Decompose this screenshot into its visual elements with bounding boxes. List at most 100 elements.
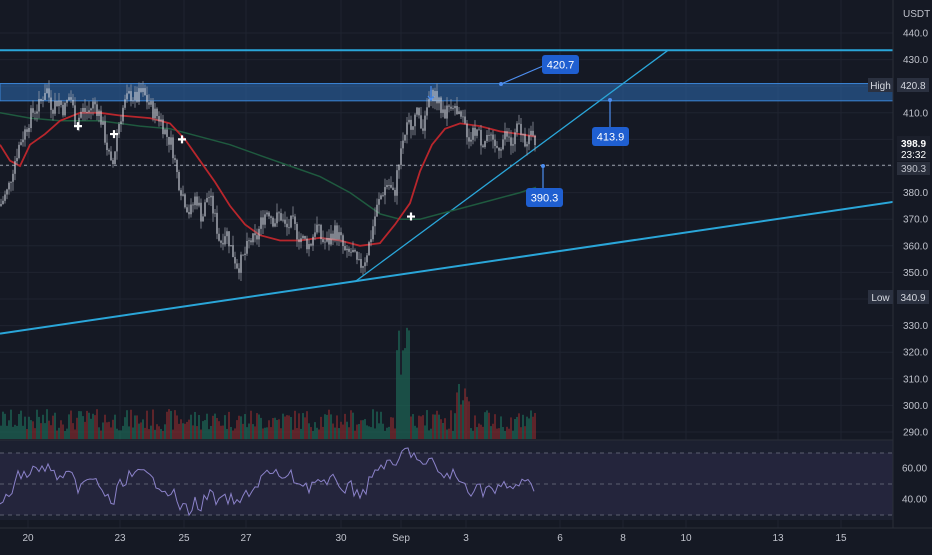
candle-body bbox=[46, 88, 48, 94]
volume-bar bbox=[406, 327, 408, 439]
annotation-390-3[interactable]: 390.3 bbox=[526, 164, 563, 207]
volume-bar bbox=[88, 412, 90, 439]
price-axis-tick-label: 440.0 bbox=[903, 29, 928, 40]
moving-average-layer bbox=[0, 111, 537, 247]
candle-body bbox=[490, 134, 492, 136]
candle-body bbox=[118, 124, 120, 135]
candle-body bbox=[0, 204, 2, 206]
candle-body bbox=[158, 116, 160, 122]
candle-body bbox=[410, 119, 412, 130]
annotation-413-9[interactable]: 413.9 bbox=[592, 98, 629, 146]
volume-bar bbox=[138, 423, 140, 439]
volume-bar bbox=[68, 414, 70, 439]
candle-body bbox=[128, 91, 130, 94]
volume-bar bbox=[64, 430, 66, 439]
volume-bar bbox=[144, 427, 146, 439]
volume-bar bbox=[254, 426, 256, 439]
time-axis-tick-label[interactable]: 8 bbox=[620, 533, 626, 544]
cross-marker bbox=[407, 212, 415, 221]
candle-body bbox=[328, 237, 330, 245]
candle-body bbox=[200, 202, 202, 222]
candle-body bbox=[106, 142, 108, 151]
moving-average-red bbox=[0, 111, 537, 247]
candle-body bbox=[420, 115, 422, 129]
supply-zone[interactable] bbox=[0, 83, 894, 102]
volume-bar bbox=[74, 429, 76, 439]
time-axis-tick-label[interactable]: 23 bbox=[114, 533, 126, 544]
candle-body bbox=[454, 105, 456, 109]
time-axis-tick-label[interactable]: 10 bbox=[680, 533, 692, 544]
volume-bar bbox=[262, 428, 264, 439]
annotation-420-7[interactable]: 420.7 bbox=[499, 55, 579, 86]
candle-body bbox=[376, 204, 378, 217]
candle-body bbox=[132, 100, 134, 102]
candle-body bbox=[148, 102, 150, 105]
candle-body bbox=[88, 110, 90, 113]
candle-body bbox=[492, 134, 494, 140]
trendline-rising-channel-upper[interactable] bbox=[354, 49, 669, 283]
volume-bar bbox=[80, 411, 82, 439]
candle-body bbox=[22, 139, 24, 143]
volume-bar bbox=[468, 401, 470, 439]
volume-bar bbox=[420, 416, 422, 439]
candle-body bbox=[504, 131, 506, 140]
time-axis-tick-label[interactable]: Sep bbox=[392, 533, 410, 544]
volume-bar bbox=[132, 427, 134, 439]
candle-body bbox=[10, 181, 12, 183]
volume-bar bbox=[298, 413, 300, 439]
candle-body bbox=[414, 114, 416, 127]
candle-body bbox=[272, 217, 274, 227]
volume-bar bbox=[388, 426, 390, 439]
time-axis-tick-label[interactable]: 6 bbox=[557, 533, 563, 544]
candle-body bbox=[234, 257, 236, 264]
volume-bar bbox=[470, 428, 472, 439]
time-axis-tick-label[interactable]: 3 bbox=[463, 533, 469, 544]
candle-body bbox=[96, 104, 98, 116]
candle-body bbox=[368, 242, 370, 256]
volume-bar bbox=[380, 411, 382, 439]
volume-bar bbox=[324, 414, 326, 439]
volume-bar bbox=[110, 427, 112, 439]
volume-bar bbox=[484, 412, 486, 439]
candle-body bbox=[350, 251, 352, 253]
candle-body bbox=[470, 139, 472, 142]
volume-bar bbox=[454, 413, 456, 439]
time-axis[interactable]: 20 23 25 27 30 Sep 3 6 8 10 13 15 bbox=[22, 533, 847, 544]
candle-body bbox=[528, 135, 530, 145]
volume-bar bbox=[376, 411, 378, 439]
volume-bar bbox=[302, 413, 304, 439]
volume-bar bbox=[466, 396, 468, 439]
trendline-long-support[interactable] bbox=[0, 200, 894, 335]
candle-body bbox=[358, 259, 360, 260]
down-arrow-marker bbox=[427, 86, 435, 101]
time-axis-tick-label[interactable]: 15 bbox=[835, 533, 847, 544]
volume-bar bbox=[472, 430, 474, 439]
candle-body bbox=[336, 225, 338, 240]
candle-body bbox=[244, 253, 246, 255]
volume-bar bbox=[350, 410, 352, 439]
candle-body bbox=[218, 233, 220, 241]
volume-bar bbox=[308, 423, 310, 439]
candle-body bbox=[14, 161, 16, 174]
time-axis-tick-label[interactable]: 25 bbox=[178, 533, 190, 544]
candle-body bbox=[330, 233, 332, 245]
volume-bar bbox=[514, 418, 516, 439]
price-axis-tick-label: 430.0 bbox=[903, 55, 928, 66]
candle-body bbox=[382, 195, 384, 197]
volume-bar bbox=[356, 424, 358, 439]
time-axis-tick-label[interactable]: 27 bbox=[240, 533, 252, 544]
time-axis-tick-label[interactable]: 30 bbox=[335, 533, 347, 544]
volume-bar bbox=[372, 409, 374, 439]
volume-bar bbox=[528, 418, 530, 439]
time-axis-tick-label[interactable]: 20 bbox=[22, 533, 34, 544]
volume-bar bbox=[40, 423, 42, 439]
volume-bar bbox=[164, 424, 166, 439]
candle-body bbox=[402, 140, 404, 149]
volume-bar bbox=[488, 412, 490, 439]
volume-bar bbox=[202, 421, 204, 439]
time-axis-tick-label[interactable]: 13 bbox=[772, 533, 784, 544]
candle-body bbox=[388, 184, 390, 186]
candle-body bbox=[36, 111, 38, 114]
moving-average-green bbox=[0, 112, 537, 220]
